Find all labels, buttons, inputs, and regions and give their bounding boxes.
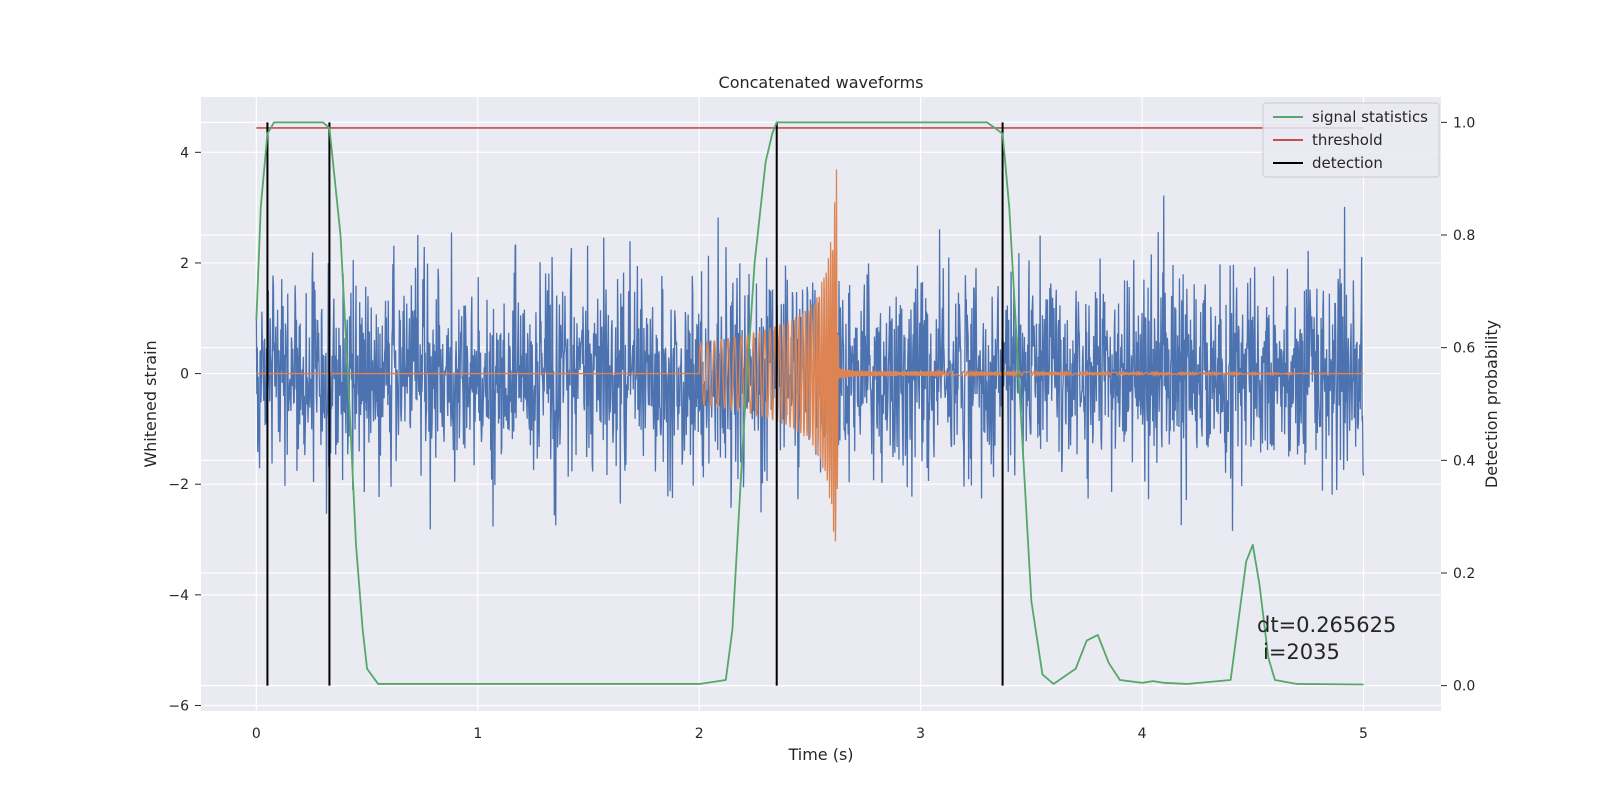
y-axis-label: Whitened strain — [141, 340, 160, 467]
chart-title: Concatenated waveforms — [719, 73, 924, 92]
y2-tick-label: 0.2 — [1453, 566, 1475, 582]
y2-tick-label: 1.0 — [1453, 115, 1475, 131]
y2-axis-label: Detection probability — [1482, 320, 1501, 488]
signal-statistics-line — [255, 121, 1364, 686]
legend-box — [1262, 102, 1440, 178]
x-tick-label: 0 — [252, 726, 261, 742]
y-tick-label: −6 — [168, 698, 189, 714]
legend-label: signal statistics — [1312, 108, 1428, 126]
legend-label: threshold — [1312, 131, 1383, 149]
x-axis-label: Time (s) — [787, 745, 853, 764]
x-tick-label: 2 — [695, 726, 704, 742]
injection-series-line — [256, 169, 1364, 542]
x-tick-label: 3 — [916, 726, 925, 742]
legend-label: detection — [1312, 154, 1383, 172]
legend: signal statistics threshold detection — [1262, 102, 1440, 178]
y-tick-label: 4 — [180, 145, 189, 161]
y-tick-label: −4 — [168, 588, 189, 604]
annotation-text: dt=0.265625 — [1257, 613, 1396, 637]
y2-tick-label: 0.0 — [1453, 679, 1475, 695]
annotation-text: i=2035 — [1263, 640, 1340, 664]
y-tick-label: −2 — [168, 477, 189, 493]
y-tick-label: 0 — [180, 367, 189, 383]
y-tick-label: 2 — [180, 256, 189, 272]
y2-tick-label: 0.6 — [1453, 341, 1475, 357]
x-tick-label: 1 — [473, 726, 482, 742]
y2-tick-label: 0.4 — [1453, 453, 1475, 469]
x-tick-label: 5 — [1359, 726, 1368, 742]
y2-tick-label: 0.8 — [1453, 228, 1475, 244]
x-tick-label: 4 — [1138, 726, 1147, 742]
